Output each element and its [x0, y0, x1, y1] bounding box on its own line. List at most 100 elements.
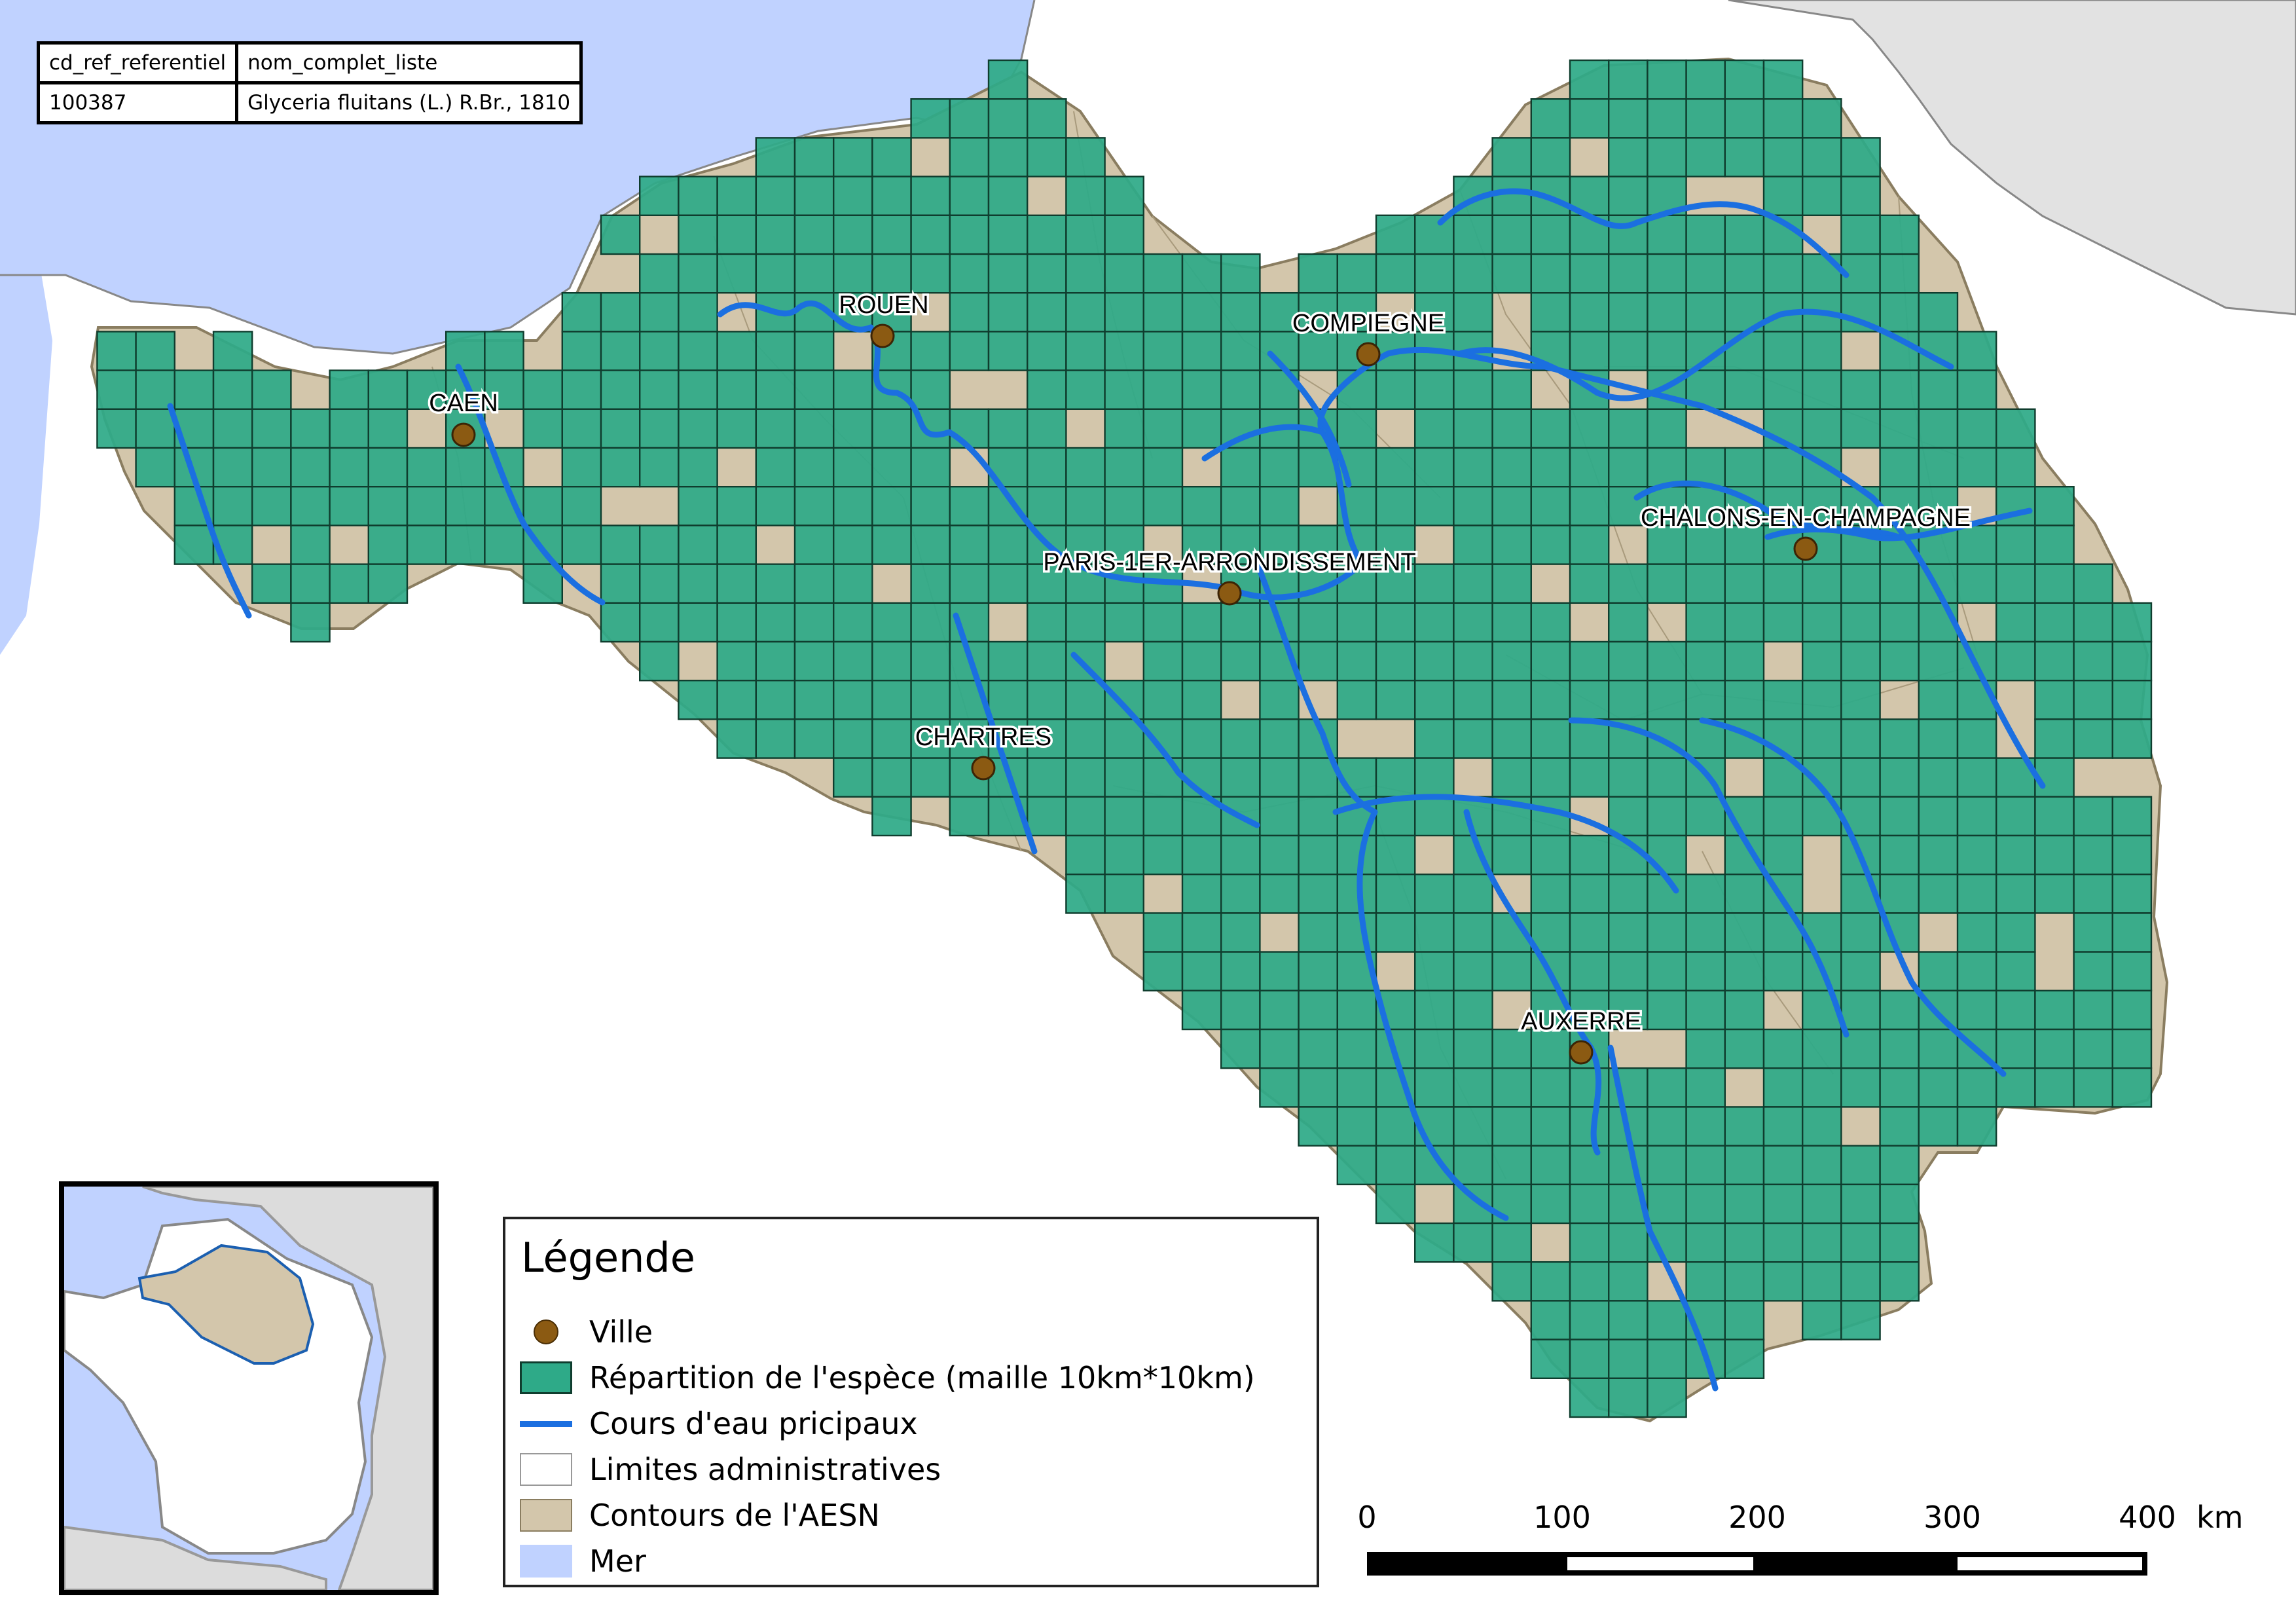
- grid-cell: [1491, 1222, 1533, 1263]
- grid-cell: [871, 602, 912, 643]
- grid-cell: [832, 369, 873, 410]
- river: [1254, 560, 1378, 815]
- grid-cell: [1569, 640, 1610, 682]
- grid-cell: [1530, 1261, 1571, 1302]
- grid-cell: [1724, 59, 1765, 100]
- grid-cell: [1491, 1183, 1533, 1225]
- grid-cell: [1918, 679, 1959, 720]
- grid-cell: [1879, 447, 1920, 488]
- grid-cell: [1026, 447, 1067, 488]
- grid-cell: [1724, 951, 1765, 991]
- grid-cell: [1762, 331, 1804, 371]
- grid-cell: [1840, 1300, 1881, 1340]
- river: [1357, 809, 1509, 1221]
- grid-cell: [987, 292, 1029, 333]
- grid-cell: [290, 447, 331, 488]
- grid-cell: [1375, 563, 1416, 604]
- grid-cell: [1879, 408, 1920, 449]
- grid-cell: [561, 292, 602, 333]
- grid-cell: [1685, 989, 1726, 1031]
- grid-cell: [910, 486, 951, 526]
- scale-unit: km: [2196, 1500, 2244, 1535]
- grid-cell: [1647, 1338, 1687, 1379]
- river-line-icon: [520, 1407, 572, 1440]
- grid-cell: [1181, 912, 1222, 953]
- city-dot: [1217, 581, 1242, 606]
- grid-cell: [1453, 1067, 1493, 1108]
- grid-cell: [1569, 1183, 1610, 1225]
- grid-cell: [1065, 292, 1106, 333]
- grid-cell: [1530, 1106, 1571, 1147]
- grid-cell: [329, 408, 370, 449]
- grid-cell: [1647, 1067, 1687, 1108]
- grid-cell: [1453, 912, 1493, 953]
- grid-cell: [1142, 796, 1184, 837]
- grid-cell: [1453, 1222, 1493, 1263]
- grid-cell: [1026, 486, 1067, 526]
- grid-cell: [1220, 989, 1261, 1031]
- grid-cell: [1259, 757, 1300, 798]
- grid-cell: [1647, 1106, 1687, 1147]
- grid-cell: [1259, 796, 1300, 837]
- grid-cell: [987, 214, 1029, 255]
- river: [1457, 308, 1954, 401]
- grid-cell: [445, 525, 486, 565]
- grid-cell: [755, 718, 796, 759]
- grid-cell: [2111, 873, 2153, 914]
- grid-cell: [1569, 98, 1610, 139]
- grid-cell: [2073, 873, 2114, 914]
- legend-label-sea: Mer: [589, 1543, 646, 1579]
- grid-cell: [1879, 757, 1920, 798]
- admin-box-icon: [520, 1453, 572, 1486]
- grid-cell: [987, 563, 1029, 604]
- grid-cell: [1840, 1067, 1881, 1108]
- grid-cell: [2034, 679, 2075, 720]
- grid-cell: [1065, 640, 1106, 682]
- grid-cell: [832, 137, 873, 177]
- grid-cell: [1026, 563, 1067, 604]
- grid-cell: [832, 602, 873, 643]
- grid-cell: [484, 525, 524, 565]
- grid-cell: [1104, 757, 1144, 798]
- species-grid: [96, 59, 2153, 1418]
- grid-cell: [639, 369, 680, 410]
- grid-cell: [1801, 1183, 1842, 1225]
- grid-cell: [716, 369, 757, 410]
- grid-cell: [1530, 602, 1571, 643]
- grid-cell: [1375, 1145, 1416, 1185]
- grid-cell: [1918, 447, 1959, 488]
- grid-cell: [2111, 989, 2153, 1031]
- grid-cell: [561, 486, 602, 526]
- grid-cell: [1569, 408, 1610, 449]
- grid-cell: [1530, 1183, 1571, 1225]
- neighbor-land: [1728, 0, 2296, 316]
- grid-cell: [251, 408, 292, 449]
- grid-cell: [135, 369, 176, 410]
- grid-cell: [1220, 486, 1261, 526]
- grid-cell: [1685, 253, 1726, 294]
- grid-cell: [987, 98, 1029, 139]
- grid-cell: [1762, 563, 1804, 604]
- grid-cell: [871, 447, 912, 488]
- grid-cell: [1685, 1028, 1726, 1069]
- grid-cell: [2111, 602, 2153, 643]
- grid-cell: [1453, 447, 1493, 488]
- grid-cell: [987, 408, 1029, 449]
- grid-cell: [212, 447, 253, 488]
- grid-cell: [600, 563, 641, 604]
- grid-cell: [367, 486, 409, 526]
- grid-cell: [1104, 175, 1144, 217]
- grid-cell: [1026, 292, 1067, 333]
- grid-cell: [1724, 873, 1765, 914]
- grid-cell: [1647, 59, 1687, 100]
- grid-cell: [1879, 369, 1920, 410]
- grid-cell: [484, 331, 524, 371]
- grid-cell: [1142, 292, 1184, 333]
- grid-cell: [755, 408, 796, 449]
- grid-cell: [949, 718, 990, 759]
- grid-cell: [1375, 873, 1416, 914]
- grid-cell: [1065, 873, 1106, 914]
- grid-cell: [910, 175, 951, 217]
- grid-cell: [1375, 602, 1416, 643]
- grid-cell: [639, 525, 680, 565]
